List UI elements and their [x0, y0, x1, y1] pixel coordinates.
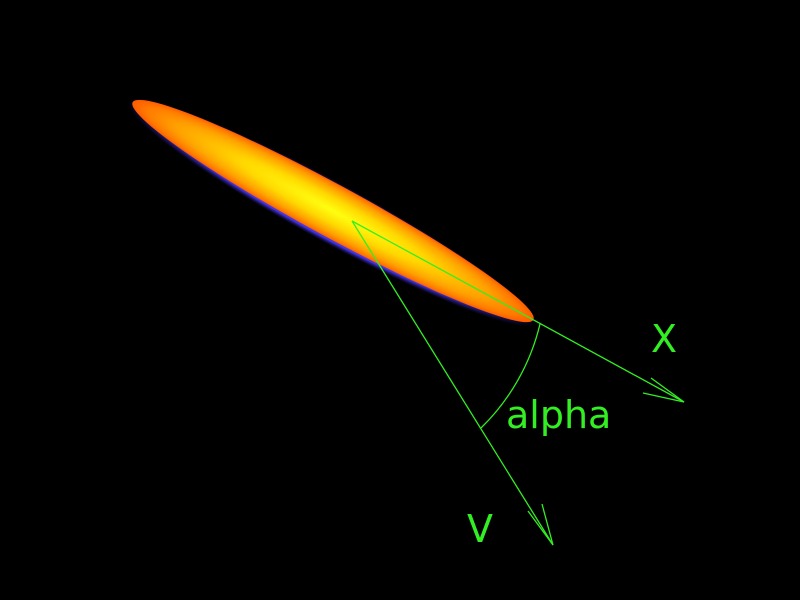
velocity-label: V — [467, 507, 493, 551]
velocity-vector-arrow — [351, 220, 554, 546]
velocity-arrowhead — [527, 503, 554, 546]
elongated-glowing-body — [127, 98, 537, 327]
velocity-line — [351, 220, 554, 546]
angle-of-attack-arc — [480, 323, 541, 429]
x-axis-arrowhead — [642, 377, 685, 403]
x-axis-label: X — [651, 317, 678, 361]
x-axis-line — [351, 220, 685, 403]
x-axis-arrow — [351, 220, 685, 403]
body-fill — [132, 99, 534, 323]
angle-label: alpha — [506, 393, 612, 437]
